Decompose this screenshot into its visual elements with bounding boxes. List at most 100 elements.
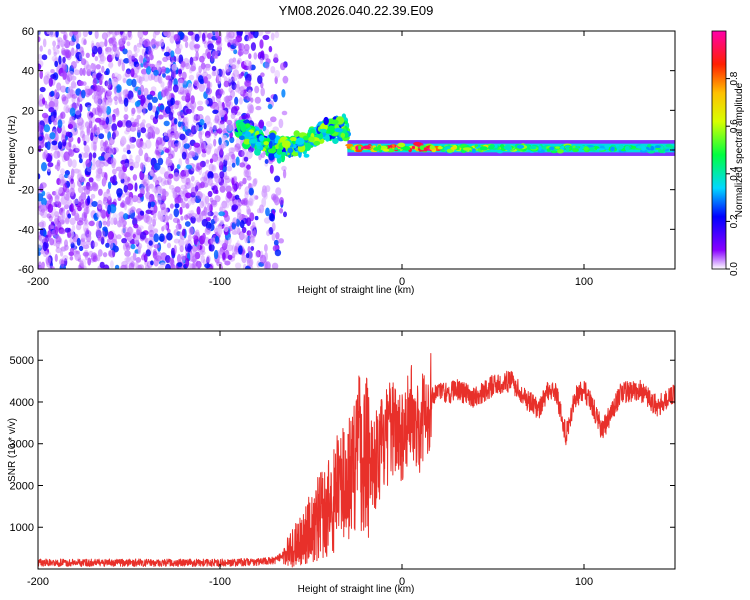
spectrogram-cell [168, 184, 175, 190]
spectrogram-cell [57, 141, 63, 150]
spectrogram-cell [154, 110, 159, 120]
spectrogram-cell [176, 218, 181, 226]
spectrogram-cell [68, 251, 75, 257]
spectrogram-cell [87, 104, 92, 110]
spectrogram-cell [632, 145, 637, 149]
spectrogram-cell [173, 244, 177, 255]
spectrogram-cell [260, 50, 265, 58]
spectrogram-cell [178, 195, 182, 203]
spectrogram-cell [234, 194, 240, 200]
spectrogram-cell [79, 125, 84, 135]
spectrogram-cell [342, 129, 347, 134]
spectrogram-cell [193, 79, 199, 87]
spectrogram-cell [90, 193, 96, 199]
spectrogram-cell [92, 254, 97, 260]
spectrogram-cell [265, 97, 271, 102]
spectrogram-cell [198, 65, 203, 74]
spectrogram-cell [38, 251, 41, 256]
spectrogram-cell [232, 217, 238, 224]
spectrogram-cell [224, 214, 230, 222]
spectrogram-cell [100, 55, 106, 62]
spectrogram-cell [75, 43, 81, 50]
spectrogram-cell [172, 192, 176, 199]
spectrogram-cell [107, 98, 113, 106]
spectrogram-cell [227, 254, 233, 260]
spectrogram-cell [192, 112, 197, 122]
spectrogram-cell [55, 235, 61, 244]
spectrogram-cell [236, 124, 241, 132]
spectrogram-cell [123, 35, 127, 41]
spectrogram-cell [75, 51, 82, 60]
spectrogram-cell [550, 150, 558, 154]
spectrogram-cell [207, 171, 214, 180]
spectrogram-cell [355, 145, 359, 151]
spectrogram-cell [136, 215, 142, 222]
spectrogram-cell [64, 201, 70, 206]
spectrogram-cell [134, 236, 140, 245]
spectrogram-cell [187, 234, 192, 242]
spectrogram-cell [49, 132, 56, 140]
spectrogram-cell [176, 43, 183, 51]
spectrogram-cell [105, 242, 110, 248]
spectrogram-cell [282, 75, 289, 84]
spectrogram-cell [48, 265, 54, 269]
spectrogram-cell [222, 252, 226, 260]
spectrogram-cell [46, 141, 51, 151]
spectrogram-cell [670, 145, 674, 149]
spectrogram-cell [139, 231, 147, 240]
spectrogram-cell [187, 82, 193, 93]
spectrogram-cell [134, 52, 138, 58]
spectrogram-cell [73, 147, 80, 153]
spectrogram-cell [160, 66, 167, 73]
spectrogram-cell [618, 145, 624, 150]
spectrogram-cell [218, 122, 226, 132]
spectrogram-cell [155, 255, 162, 262]
spectrogram-cell [193, 266, 199, 269]
spectrogram-cell [54, 102, 59, 112]
spectrogram-cell [205, 87, 212, 95]
spectrogram-cell [70, 61, 77, 69]
spectrogram-cell [278, 238, 284, 244]
spectrogram-cell [143, 38, 151, 48]
spectrogram-cell [157, 251, 162, 257]
spectrogram-cell [229, 153, 236, 164]
spectrogram-cell [219, 206, 226, 212]
spectrogram-cell [228, 237, 232, 245]
spectrogram-cell [122, 147, 127, 153]
spectrogram-cell [52, 45, 56, 51]
spectrogram-cell [131, 195, 139, 203]
spectrogram-cell [57, 119, 63, 129]
spectrogram-cell [76, 237, 81, 246]
spectrogram-cell [41, 204, 47, 213]
spectrogram-cell [244, 131, 251, 138]
spectrogram-cell [208, 163, 214, 172]
spectrogram-cell [77, 137, 81, 144]
spectrogram-cell [242, 114, 246, 120]
spectrogram-cell [170, 97, 175, 106]
spectrogram-cell [195, 181, 201, 190]
spectrogram-cell [168, 257, 174, 265]
spectrogram-cell [173, 118, 178, 125]
spectrogram-cell [70, 242, 75, 249]
spectrogram-cell [182, 80, 188, 89]
spectrogram-cell [136, 75, 142, 84]
spectrogram-cell [243, 138, 251, 145]
spectrogram-cell [82, 244, 90, 250]
spectrogram-cell [105, 90, 113, 97]
spectrogram-cell [167, 80, 172, 89]
colorbar-tick-label: 0.4 [729, 166, 740, 180]
spectrogram-cell [254, 250, 260, 258]
spectrogram-cell [192, 235, 198, 240]
spectrogram-cell [71, 31, 79, 36]
spectrogram-cell [271, 262, 279, 269]
spectrogram-cell [82, 31, 88, 38]
spectrogram-cell [165, 106, 171, 114]
spectrogram-cell [90, 63, 97, 69]
spectrogram-cell [63, 258, 68, 267]
spectrogram-cell [213, 249, 219, 260]
spectrogram-cell [92, 136, 98, 143]
spectrogram-cell [65, 142, 72, 151]
spectrogram-cell [46, 31, 51, 35]
spectrogram-cell [188, 74, 195, 81]
spectrogram-cell [63, 48, 70, 58]
